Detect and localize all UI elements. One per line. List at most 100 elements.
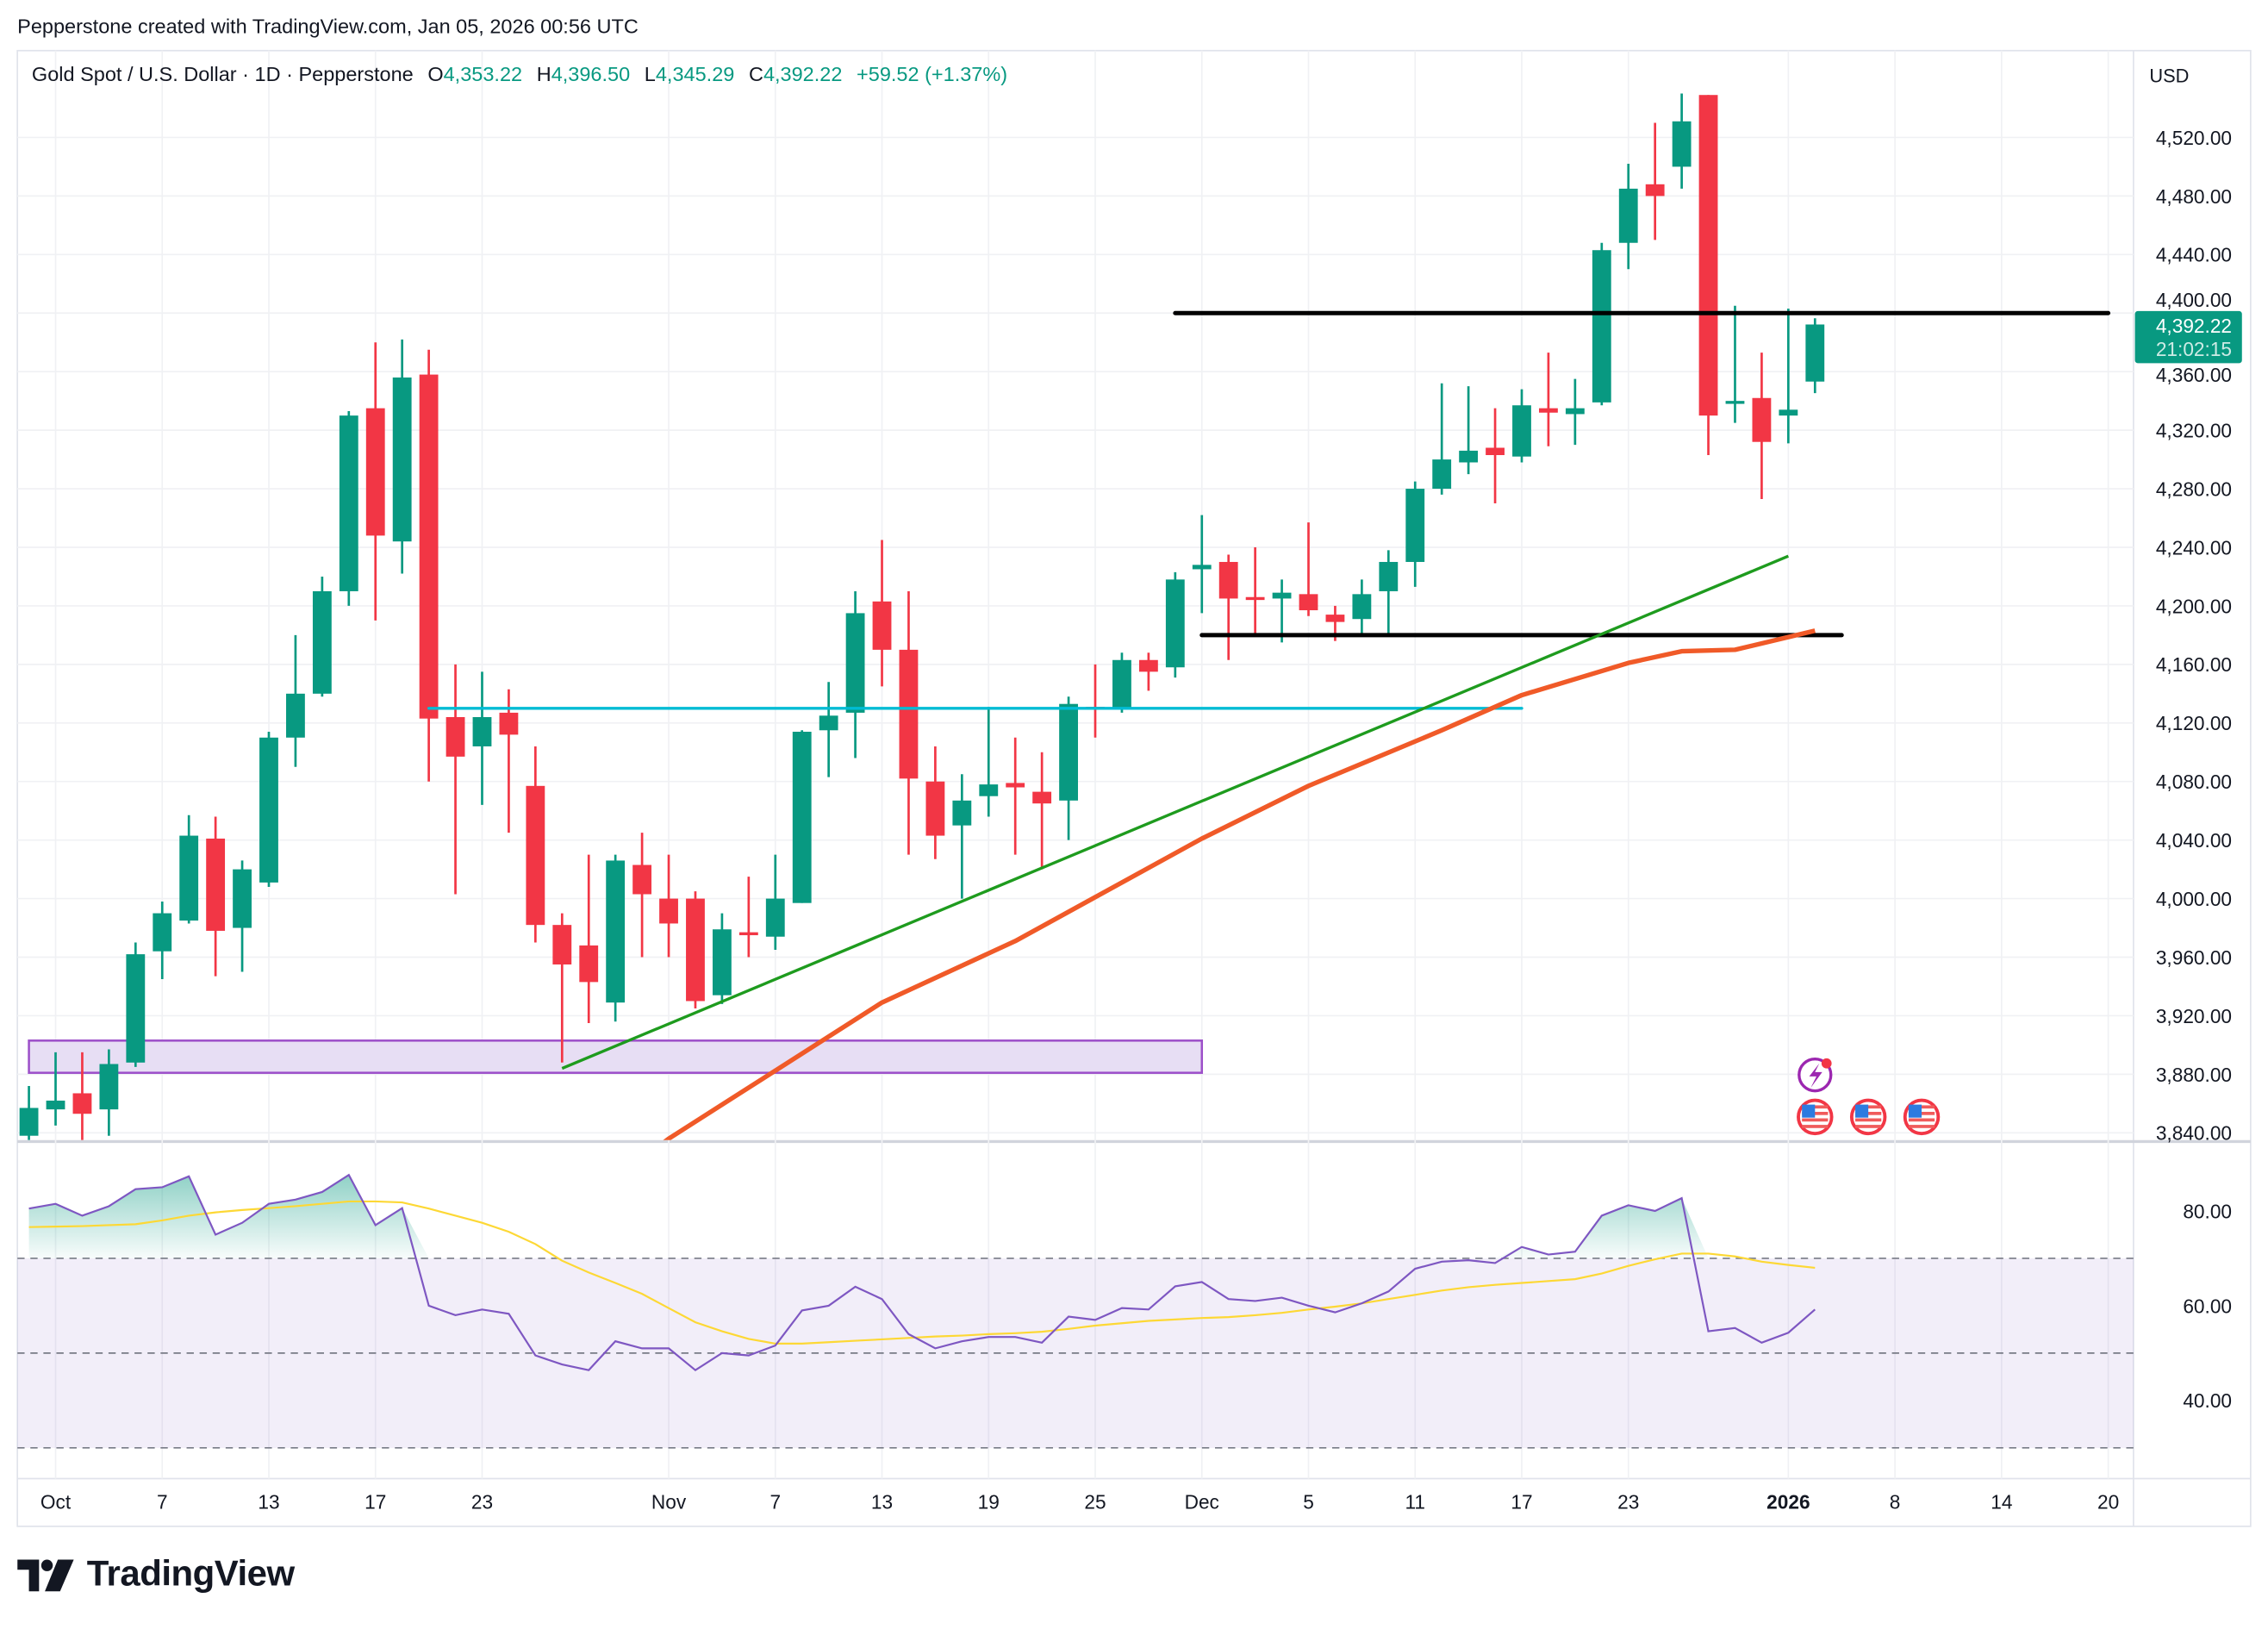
candle-body [1272,592,1292,599]
rsi-tick-label: 80.00 [2183,1200,2232,1222]
close-value: 4,392.22 [763,62,843,86]
candle-body [72,1093,92,1114]
candle-body [1405,489,1425,562]
candle-body [738,932,758,936]
time-tick-label: 17 [364,1491,386,1514]
flag-stripe [1908,1105,1935,1109]
candle [1006,737,1025,855]
symbol-legend: Gold Spot / U.S. Dollar · 1D · Peppersto… [32,62,1007,85]
bar-countdown: 21:02:15 [2156,338,2232,360]
candle [1805,318,1825,394]
candle [472,671,492,805]
time-tick-label: 11 [1405,1491,1425,1514]
candle-body [1512,405,1531,457]
high-value: 4,396.50 [551,62,631,86]
candle-body [19,1108,39,1136]
low-label: L [644,62,656,86]
high-label: H [536,62,551,86]
candle-body [1192,565,1212,570]
candle-body [632,864,652,895]
open-value: 4,353.22 [443,62,523,86]
rsi-overbought-area [28,1175,1816,1258]
price-tick-label: 3,840.00 [2156,1122,2232,1145]
time-axis[interactable]: Oct 7 13 17 23 Nov 7 13 19 25 Dec 5 11 17 23 2026 8 14 20 [40,1491,2119,1514]
time-tick-label: 5 [1303,1491,1314,1514]
price-axis[interactable]: 4,520.00 4,480.00 4,440.00 4,400.00 4,360.00… [2156,127,2232,1145]
price-tick-label: 4,040.00 [2156,829,2232,852]
candle [872,540,892,687]
low-value: 4,345.29 [655,62,735,86]
candle [1165,571,1185,678]
candle [312,576,332,697]
price-tick-label: 4,400.00 [2156,289,2232,311]
candle-body [1245,596,1265,601]
candle [1752,353,1772,499]
price-tick-label: 3,920.00 [2156,1005,2232,1027]
candle-body [606,860,626,1003]
price-tick-label: 4,200.00 [2156,595,2232,617]
candle-body [659,898,678,924]
rsi-axis[interactable]: 80.00 60.00 40.00 [2183,1200,2232,1412]
candle [365,342,385,621]
candle-body [206,838,226,931]
candle-body [446,716,465,757]
candle [952,774,972,899]
flag-canton [1802,1104,1816,1118]
candle-body [1618,188,1638,243]
price-tick-label: 4,440.00 [2156,244,2232,266]
candle [1432,383,1452,495]
tradingview-logo[interactable]: TradingView [17,1553,295,1596]
time-tick-label: 17 [1511,1491,1532,1514]
candle-body [286,693,305,738]
candle [153,901,172,979]
candle-body [179,835,199,921]
time-tick-label: 13 [258,1491,279,1514]
candle-body [1165,579,1185,668]
price-tick-label: 4,320.00 [2156,420,2232,442]
open-label: O [427,62,444,86]
candle-body [1352,594,1372,620]
candle [1059,696,1078,840]
candle [1032,752,1052,870]
time-tick-label: 14 [1991,1491,2012,1514]
candle [632,833,652,958]
candle-body [1299,594,1318,611]
candle [526,746,545,943]
candle [1138,652,1158,691]
candle [1218,554,1238,660]
candle-body [979,784,999,796]
us-flag-icon [1797,1098,1834,1136]
candle-body [365,408,385,536]
candle [1565,378,1585,446]
candle-body [1565,408,1585,415]
time-tick-label: Nov [651,1491,687,1514]
candle [259,731,278,887]
candle-body [899,649,919,779]
candle-body [472,716,492,746]
candle [765,854,785,951]
price-tick-label: 4,000.00 [2156,888,2232,910]
candle-body [1645,184,1665,197]
candle-body [686,898,705,1002]
candle-body [1805,324,1825,382]
time-tick-label: 25 [1084,1491,1106,1514]
flag-stripe [1855,1105,1882,1109]
candle [1672,93,1692,189]
time-tick-label: 7 [770,1491,781,1514]
lightning-icon-bolt [1809,1063,1822,1089]
candle-body [1672,121,1692,167]
logo-text: TradingView [86,1553,295,1595]
notification-dot [1821,1058,1832,1069]
candle-body [233,869,252,928]
candle [179,814,199,924]
time-tick-label: 7 [157,1491,168,1514]
candle [286,634,305,767]
candle [579,854,599,1023]
flag-stripe [1802,1125,1829,1128]
candle-body [712,929,732,996]
currency-label[interactable]: USD [2149,66,2189,87]
tradingview-logo-icon [17,1558,74,1591]
candle-body [819,715,838,731]
